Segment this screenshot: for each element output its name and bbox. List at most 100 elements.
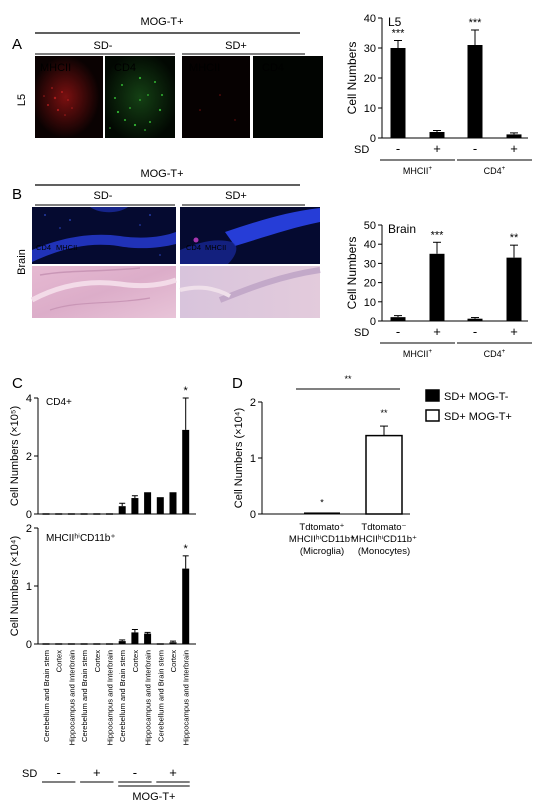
y-tick-label: 40 [364, 13, 376, 25]
panel-b-condition-2: SD+ [225, 190, 247, 202]
y-tick-label: 4 [26, 393, 32, 405]
y-tick-label: 1 [250, 453, 256, 465]
category-label: Cortex [169, 650, 178, 673]
chart-c-regional-cell-numbers: 0 2 4 Cell Numbers (×10⁵) CD4+ * 0 1 2 Cell Numbe… [9, 385, 196, 803]
bar [429, 253, 445, 321]
label-b-cd4-1: CD4 [36, 243, 51, 252]
chart-title: L5 [388, 15, 402, 29]
category-label: Cerebellum and Brain stem [156, 650, 165, 742]
bar [144, 633, 152, 644]
bar [131, 498, 139, 514]
panel-a-row-label: L5 [16, 94, 28, 106]
y-axis-label: Cell Numbers [345, 237, 359, 310]
legend-swatch-mog-t-minus [425, 389, 440, 402]
bar [144, 492, 152, 514]
y-axis-label: Cell Numbers (×10⁵) [9, 406, 21, 506]
y-tick-label: 2 [26, 523, 32, 535]
bar [390, 48, 406, 138]
category-label: Cortex [55, 650, 64, 673]
y-tick-label: 0 [370, 316, 376, 328]
legend-label-mog-t-plus: SD+ MOG-T+ [444, 411, 512, 423]
y-tick-label: 2 [26, 451, 32, 463]
bar [429, 132, 445, 138]
bar [506, 134, 522, 138]
mog-group-label: MOG-T+ [132, 791, 175, 803]
sd-sign: + [93, 765, 101, 780]
micrograph-a-mhcii-sd-minus: MHCII [35, 56, 103, 138]
panel-a-group-title: MOG-T+ [140, 16, 183, 28]
y-tick-label: 50 [364, 220, 376, 232]
bar [169, 492, 177, 514]
significance-label: * [320, 497, 324, 507]
micrograph-a-mhcii-sd-plus: MHCII [182, 56, 250, 138]
sd-sign: + [510, 324, 518, 339]
y-tick-label: 0 [250, 509, 256, 521]
sd-sign: - [57, 765, 61, 780]
category-label: (Microglia) [300, 546, 344, 557]
panel-b-condition-1: SD- [94, 190, 113, 202]
label-b-mhcii-1: MHCII [56, 243, 77, 252]
y-axis-label: Cell Numbers (×10⁴) [233, 408, 245, 508]
y-tick-label: 30 [364, 258, 376, 270]
bar [467, 318, 483, 321]
label-a-cd4-1: CD4 [114, 62, 136, 74]
y-tick-label: 1 [26, 581, 32, 593]
sd-sign: + [433, 324, 441, 339]
micrograph-b-he-sd-minus [30, 266, 177, 318]
micrograph-a-cd4-sd-minus: CD4 [105, 56, 175, 138]
y-tick-label: 10 [364, 103, 376, 115]
y-tick-label: 30 [364, 43, 376, 55]
y-tick-label: 20 [364, 278, 376, 290]
sd-row-label: SD [354, 327, 369, 339]
category-label: Tdtomato⁻ [361, 522, 406, 533]
category-label: Tdtomato⁺ [299, 522, 344, 533]
bar [118, 641, 126, 644]
category-label: Cortex [131, 650, 140, 673]
y-axis-label: Cell Numbers (×10⁴) [9, 536, 21, 636]
category-label: Hippocampus and Interbrain [182, 650, 191, 745]
legend-label-mog-t-minus: SD+ MOG-T- [444, 391, 509, 403]
significance-label: * [184, 385, 189, 397]
significance-label: *** [392, 28, 406, 40]
significance-label: *** [431, 229, 445, 241]
bar [467, 45, 483, 138]
category-label: Cortex [93, 650, 102, 673]
panel-b-group-title: MOG-T+ [140, 168, 183, 180]
category-label: (Monocytes) [358, 546, 410, 557]
category-label: Hippocampus and Interbrain [144, 650, 153, 745]
significance-label: * [184, 543, 189, 555]
label-b-cd4-2: CD4 [186, 243, 201, 252]
sd-sign: + [433, 141, 441, 156]
bar [156, 497, 164, 514]
group-label: MHCII+ [403, 348, 433, 359]
bar [182, 429, 190, 514]
chart-title: CD4+ [46, 397, 72, 408]
panel-letter-a: A [12, 36, 22, 53]
sd-sign: + [510, 141, 518, 156]
category-label: MHCIIʰⁱCD11b⁺ [351, 534, 417, 545]
category-label: Hippocampus and Interbrain [106, 650, 115, 745]
legend-swatch-mog-t-plus [425, 409, 440, 422]
significance-label: *** [469, 17, 483, 29]
group-label: CD4+ [484, 165, 506, 176]
micrograph-a-cd4-sd-plus: CD4 [253, 56, 323, 138]
bar [304, 512, 340, 514]
micrograph-b-fluor-sd-plus: CD4 MHCII [180, 207, 320, 264]
sd-row-label: SD [22, 768, 37, 780]
chart-title: Brain [388, 222, 416, 236]
sd-sign: - [473, 141, 477, 156]
bar [506, 257, 522, 321]
category-label: Cerebellum and Brain stem [80, 650, 89, 742]
category-label: Cerebellum and Brain stem [42, 650, 51, 742]
label-a-mhcii-2: MHCII [189, 62, 220, 74]
bar [131, 632, 139, 644]
y-tick-label: 0 [370, 133, 376, 145]
group-label: CD4+ [484, 348, 506, 359]
panel-a-condition-1: SD- [94, 40, 113, 52]
y-tick-label: 0 [26, 639, 32, 651]
bar [182, 568, 190, 644]
category-label: Hippocampus and Interbrain [67, 650, 76, 745]
